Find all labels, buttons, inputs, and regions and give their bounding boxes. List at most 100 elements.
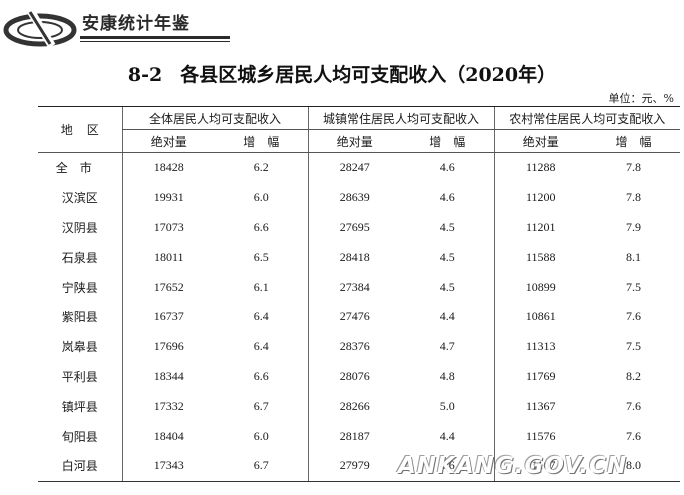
all-growth-cell: 6.7 (215, 450, 309, 482)
urban-absolute-cell: 27476 (307, 301, 402, 332)
subheader-all-absolute: 绝对量 (121, 129, 215, 153)
all-absolute-cell: 18011 (121, 242, 215, 273)
group-header-all: 全体居民人均可支配收入 (121, 106, 309, 130)
rural-absolute-cell: 11576 (493, 421, 588, 451)
urban-growth-cell: 4.5 (439, 279, 455, 294)
urban-growth-cell: 4.8 (439, 368, 455, 383)
rural-growth-cell: 7.6 (626, 309, 642, 324)
subheader-rural-absolute: 绝对量 (493, 129, 588, 153)
urban-absolute-cell: 28266 (307, 391, 402, 422)
region-cell: 全市 (55, 161, 104, 176)
urban-growth-cell: 5.0 (439, 398, 455, 413)
all-absolute-cell: 18428 (121, 152, 215, 183)
all-growth-cell: 6.1 (253, 279, 269, 294)
rural-growth-cell: 7.8 (626, 160, 642, 175)
urban-absolute-cell: 27979 (307, 450, 402, 482)
urban-absolute-cell: 28639 (307, 182, 402, 213)
table-row: 白河县 17343 6.7 27979 4.6 11107 8.0 (38, 450, 681, 482)
urban-absolute-cell: 27384 (307, 272, 402, 302)
all-absolute-cell: 19931 (121, 182, 215, 213)
rural-growth-cell: 7.9 (626, 219, 642, 234)
table-row: 石泉县 18011 6.5 28418 4.5 11588 8.1 (38, 242, 680, 273)
all-growth-cell: 6.4 (253, 339, 269, 354)
all-growth-cell: 6.0 (253, 190, 269, 205)
rural-growth-cell: 7.6 (626, 398, 642, 413)
all-absolute-cell: 17332 (121, 391, 215, 422)
all-absolute-cell: 17696 (121, 331, 215, 362)
region-cell: 汉滨区 (61, 191, 98, 206)
table-row: 全市 18428 6.2 28247 4.6 11288 7.8 (38, 152, 680, 183)
region-header: 地区 (38, 106, 122, 153)
table-row: 岚皋县 17696 6.4 28376 4.7 11313 7.5 (38, 331, 680, 362)
urban-growth-cell: 4.6 (439, 190, 455, 205)
all-absolute-cell: 17652 (121, 272, 215, 302)
region-cell: 旬阳县 (61, 429, 98, 444)
urban-growth-cell: 4.4 (439, 428, 455, 443)
all-absolute-cell: 17073 (121, 212, 215, 243)
region-cell: 紫阳县 (61, 310, 98, 325)
region-cell: 平利县 (61, 369, 98, 384)
urban-growth-cell: 4.5 (439, 249, 455, 264)
region-cell: 汉阴县 (61, 220, 98, 235)
table-title: 8-2 各县区城乡居民人均可支配收入（2020年） (0, 60, 684, 87)
rural-absolute-cell: 11588 (493, 242, 588, 273)
table-row: 汉滨区 19931 6.0 28639 4.6 11200 7.8 (38, 182, 680, 213)
group-header-rural: 农村常住居民人均可支配收入 (493, 106, 681, 130)
yearbook-title: 安康统计年鉴 (82, 14, 190, 34)
subheader-urban-growth: 增 幅 (401, 129, 495, 153)
rural-growth-cell: 8.0 (587, 450, 681, 482)
region-cell: 石泉县 (61, 250, 98, 265)
urban-growth-cell: 4.6 (439, 160, 455, 175)
table-row: 宁陕县 17652 6.1 27384 4.5 10899 7.5 (38, 272, 680, 302)
rural-growth-cell: 8.1 (626, 249, 642, 264)
region-cell: 白河县 (38, 450, 122, 482)
rural-growth-cell: 7.5 (626, 339, 642, 354)
all-growth-cell: 6.5 (253, 249, 269, 264)
rural-absolute-cell: 11288 (493, 152, 588, 183)
all-absolute-cell: 18404 (121, 421, 215, 451)
group-header-urban: 城镇常住居民人均可支配收入 (307, 106, 495, 130)
rural-growth-cell: 8.2 (626, 368, 642, 383)
urban-absolute-cell: 28247 (307, 152, 402, 183)
urban-absolute-cell: 28187 (307, 421, 402, 451)
table-row: 镇坪县 17332 6.7 28266 5.0 11367 7.6 (38, 391, 680, 422)
rural-absolute-cell: 11107 (493, 450, 588, 482)
all-absolute-cell: 17343 (121, 450, 215, 482)
table-row: 紫阳县 16737 6.4 27476 4.4 10861 7.6 (38, 301, 680, 332)
rural-absolute-cell: 11769 (493, 361, 588, 392)
region-cell: 镇坪县 (61, 399, 98, 414)
rural-absolute-cell: 10861 (493, 301, 588, 332)
rural-absolute-cell: 11313 (493, 331, 588, 362)
table-row: 汉阴县 17073 6.6 27695 4.5 11201 7.9 (38, 212, 680, 243)
table-row: 旬阳县 18404 6.0 28187 4.4 11576 7.6 (38, 421, 680, 451)
all-growth-cell: 6.0 (253, 428, 269, 443)
all-growth-cell: 6.6 (253, 368, 269, 383)
table-row: 平利县 18344 6.6 28076 4.8 11769 8.2 (38, 361, 680, 392)
urban-absolute-cell: 28418 (307, 242, 402, 273)
banner-rule-thin (80, 41, 230, 42)
table-header-row: 地区 全体居民人均可支配收入 城镇常住居民人均可支配收入 农村常住居民人均可支配… (38, 106, 681, 153)
urban-growth-cell: 4.7 (439, 339, 455, 354)
yearbook-logo-icon (3, 7, 77, 49)
all-growth-cell: 6.6 (253, 219, 269, 234)
urban-absolute-cell: 27695 (307, 212, 402, 243)
region-cell: 岚皋县 (61, 340, 98, 355)
all-absolute-cell: 18344 (121, 361, 215, 392)
rural-growth-cell: 7.8 (626, 190, 642, 205)
banner-rule (80, 36, 230, 39)
rural-absolute-cell: 11200 (493, 182, 588, 213)
subheader-rural-growth: 增 幅 (587, 129, 681, 153)
subheader-all-growth: 增 幅 (215, 129, 309, 153)
urban-growth-cell: 4.6 (401, 450, 495, 482)
rural-absolute-cell: 10899 (493, 272, 588, 302)
rural-absolute-cell: 11201 (493, 212, 588, 243)
yearbook-banner: 安康统计年鉴 (0, 0, 684, 52)
all-absolute-cell: 16737 (121, 301, 215, 332)
income-table: 地区 全体居民人均可支配收入 城镇常住居民人均可支配收入 农村常住居民人均可支配… (38, 106, 681, 482)
urban-absolute-cell: 28076 (307, 361, 402, 392)
table-title-text: 各县区城乡居民人均可支配收入（2020年） (180, 64, 557, 86)
urban-growth-cell: 4.4 (439, 309, 455, 324)
table-number: 8-2 (127, 64, 163, 86)
subheader-urban-absolute: 绝对量 (307, 129, 402, 153)
all-growth-cell: 6.2 (253, 160, 269, 175)
